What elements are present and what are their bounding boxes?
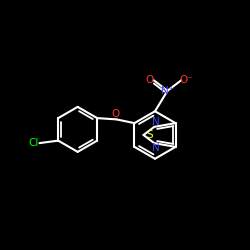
Text: N: N (152, 143, 159, 153)
Text: Cl: Cl (29, 138, 39, 148)
Text: N: N (152, 118, 159, 128)
Text: O⁻: O⁻ (179, 75, 192, 85)
Text: O: O (145, 75, 154, 85)
Text: O: O (111, 109, 119, 119)
Text: N⁺: N⁺ (161, 86, 174, 96)
Text: S: S (146, 130, 153, 140)
